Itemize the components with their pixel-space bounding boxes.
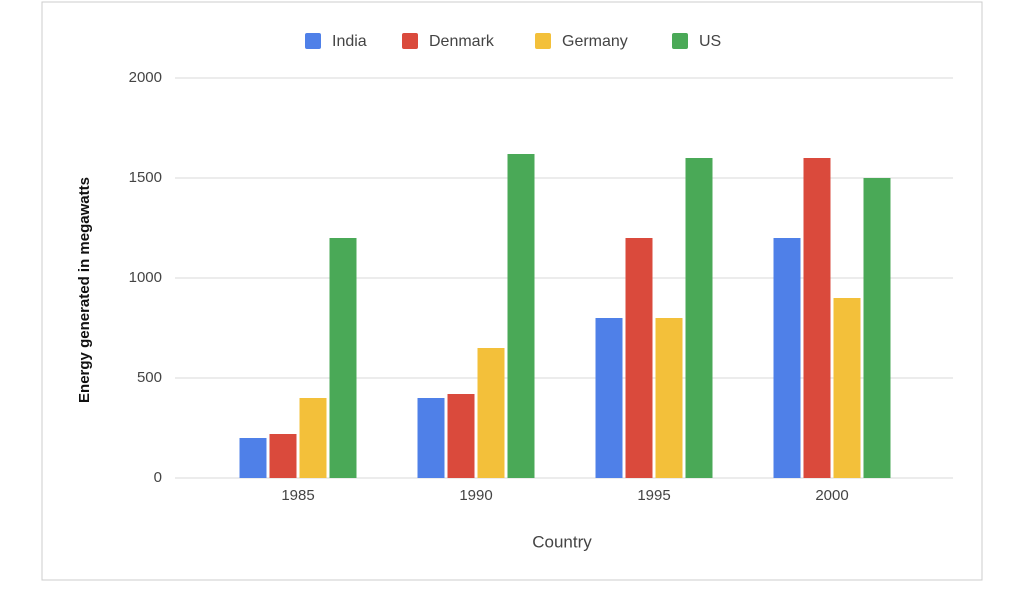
y-tick-label: 1500 xyxy=(129,169,162,186)
bar xyxy=(239,438,267,478)
bar xyxy=(477,348,505,478)
bar xyxy=(329,238,357,478)
legend-swatch xyxy=(672,33,688,49)
y-tick-label: 2000 xyxy=(129,69,162,86)
y-tick-label: 1000 xyxy=(129,269,162,286)
bar xyxy=(863,178,891,478)
x-axis-label: Country xyxy=(532,532,592,551)
bar xyxy=(655,318,683,478)
bar xyxy=(507,154,535,478)
bar xyxy=(685,158,713,478)
x-tick-label: 2000 xyxy=(815,487,848,504)
legend-swatch xyxy=(402,33,418,49)
bar xyxy=(595,318,623,478)
legend-swatch xyxy=(305,33,321,49)
bar xyxy=(625,238,653,478)
bar xyxy=(803,158,831,478)
x-tick-label: 1985 xyxy=(281,487,314,504)
x-tick-label: 1990 xyxy=(459,487,492,504)
bar xyxy=(833,298,861,478)
legend-swatch xyxy=(535,33,551,49)
legend-label: India xyxy=(332,33,367,50)
bar xyxy=(773,238,801,478)
legend-label: US xyxy=(699,33,721,50)
bar xyxy=(269,434,297,478)
x-tick-label: 1995 xyxy=(637,487,670,504)
y-tick-label: 0 xyxy=(154,469,162,486)
bar xyxy=(417,398,445,478)
bar xyxy=(299,398,327,478)
bar xyxy=(447,394,475,478)
legend-label: Germany xyxy=(562,33,628,50)
legend-label: Denmark xyxy=(429,33,495,50)
y-tick-label: 500 xyxy=(137,369,162,386)
y-axis-label: Energy generated in megawatts xyxy=(76,177,93,403)
